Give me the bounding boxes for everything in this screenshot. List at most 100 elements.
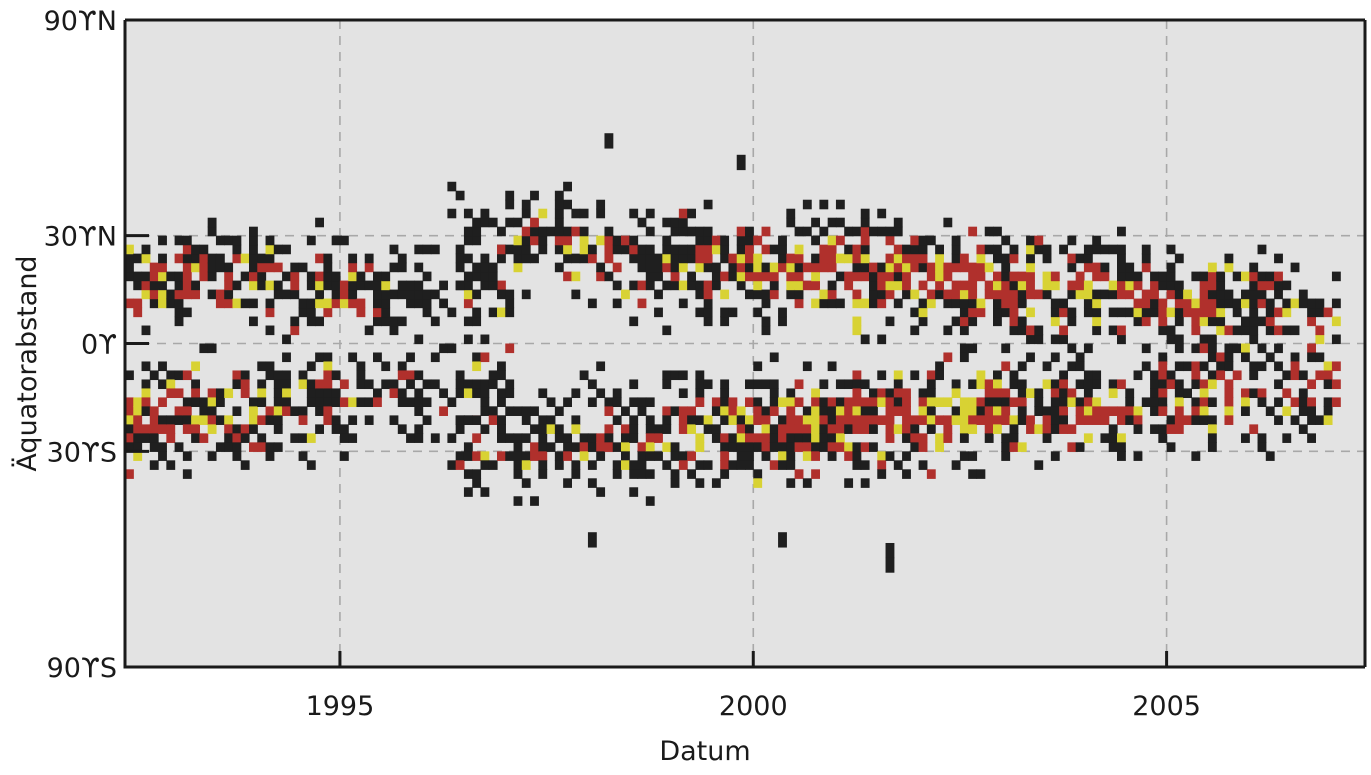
data-cell <box>1150 424 1159 434</box>
data-cell <box>1067 262 1077 273</box>
data-cell <box>1290 415 1300 425</box>
data-cell <box>273 406 283 416</box>
data-cell <box>827 433 837 443</box>
data-cell <box>257 271 267 282</box>
data-cell <box>133 280 143 291</box>
data-cell <box>596 361 606 372</box>
data-cell <box>885 542 895 559</box>
data-cell <box>472 217 482 228</box>
data-cell <box>1199 280 1209 291</box>
data-cell <box>835 235 845 246</box>
data-cell <box>265 244 275 255</box>
data-cell <box>530 217 539 228</box>
data-cell <box>885 289 895 300</box>
data-cell <box>976 370 986 381</box>
data-cell <box>1017 280 1027 291</box>
data-cell <box>571 424 581 434</box>
data-cell <box>993 226 1002 237</box>
data-cell <box>778 424 787 434</box>
data-cell <box>133 424 143 434</box>
data-cell <box>902 415 911 425</box>
data-cell <box>662 442 672 452</box>
data-cell <box>645 271 655 282</box>
data-cell <box>199 244 209 255</box>
data-cell <box>769 280 779 291</box>
data-cell <box>802 226 812 237</box>
data-cell <box>835 298 845 309</box>
data-cell <box>860 442 870 452</box>
data-cell <box>356 307 366 318</box>
data-cell <box>133 433 143 443</box>
data-cell <box>463 469 473 479</box>
data-cell <box>902 244 911 255</box>
data-cell <box>835 424 845 434</box>
data-cell <box>1216 289 1226 300</box>
data-cell <box>397 361 407 372</box>
data-cell <box>125 244 134 255</box>
data-cell <box>1207 397 1217 408</box>
data-cell <box>215 397 225 408</box>
data-cell <box>720 397 730 408</box>
data-cell <box>538 424 548 434</box>
data-cell <box>753 271 763 282</box>
data-cell <box>1150 370 1159 381</box>
data-cell <box>505 244 515 255</box>
data-cell <box>918 316 928 327</box>
data-cell <box>315 217 324 228</box>
data-cell <box>273 388 283 399</box>
data-cell <box>538 208 548 219</box>
data-cell <box>497 361 506 372</box>
data-cell <box>207 289 217 300</box>
data-cell <box>1001 253 1011 264</box>
data-cell <box>149 433 159 443</box>
data-cell <box>1298 397 1308 408</box>
data-cell <box>497 415 506 425</box>
data-cell <box>1199 361 1209 372</box>
data-cell <box>736 262 746 273</box>
data-cell <box>282 370 291 381</box>
data-cell <box>1133 271 1143 282</box>
data-cell <box>1232 307 1242 318</box>
data-cell <box>926 469 936 479</box>
data-cell <box>1166 262 1176 273</box>
data-cell <box>678 406 688 416</box>
data-cell <box>596 235 606 246</box>
data-cell <box>331 397 341 408</box>
data-cell <box>1257 343 1267 354</box>
data-cell <box>1050 406 1060 416</box>
data-cell <box>695 244 705 255</box>
data-cell <box>736 424 746 434</box>
data-cell <box>670 478 680 488</box>
data-cell <box>373 307 382 318</box>
data-cell <box>488 370 498 381</box>
data-cell <box>587 532 597 548</box>
data-cell <box>869 415 878 425</box>
data-cell <box>621 235 630 246</box>
data-cell <box>637 406 647 416</box>
data-cell <box>736 235 746 246</box>
data-cell <box>885 433 895 443</box>
data-cell <box>1241 433 1250 443</box>
data-cell <box>158 397 167 408</box>
data-cell <box>1207 289 1217 300</box>
data-cell <box>811 217 820 228</box>
data-cell <box>604 397 614 408</box>
data-cell <box>1001 361 1011 372</box>
data-cell <box>463 298 473 309</box>
data-cell <box>158 298 167 309</box>
data-cell <box>141 379 151 390</box>
data-cell <box>860 406 870 416</box>
data-cell <box>199 433 209 443</box>
data-cell <box>1042 361 1052 372</box>
data-cell <box>191 397 200 408</box>
data-cell <box>249 262 258 273</box>
y-tick-label: 30ϒS <box>47 437 117 468</box>
data-cell <box>761 451 771 461</box>
data-cell <box>554 406 564 416</box>
data-cell <box>513 496 523 506</box>
data-cell <box>563 199 572 210</box>
data-cell <box>728 397 738 408</box>
data-cell <box>993 397 1002 408</box>
data-cell <box>1133 451 1143 461</box>
data-cell <box>158 235 167 246</box>
